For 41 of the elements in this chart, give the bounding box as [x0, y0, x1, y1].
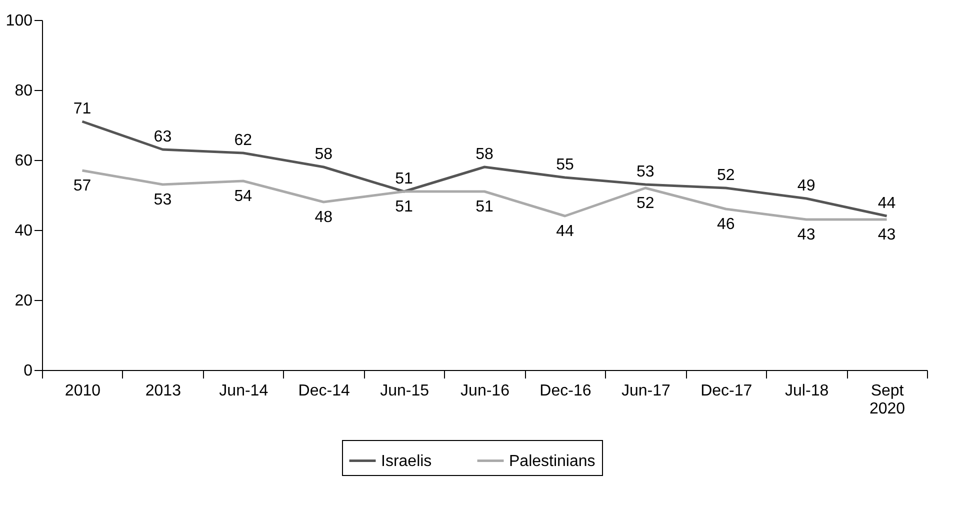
data-label: 53 — [154, 192, 172, 208]
data-label: 63 — [154, 128, 172, 146]
x-tick-label: Jul-18 — [785, 382, 829, 400]
y-tick-label: 80 — [14, 82, 33, 100]
x-tick-label: Dec-14 — [298, 382, 350, 400]
x-tick-label: Dec-16 — [540, 382, 592, 400]
x-tick-label: Jun-16 — [460, 382, 510, 400]
legend-label: Palestinians — [509, 452, 596, 470]
data-label: 44 — [556, 223, 574, 240]
data-label: 43 — [878, 226, 896, 244]
data-label: 57 — [73, 178, 92, 194]
data-label: 48 — [314, 209, 333, 226]
y-tick-label: 60 — [14, 152, 33, 170]
x-tick-label: 2013 — [145, 382, 182, 400]
x-tick-label: Jun-14 — [219, 382, 268, 400]
y-tick-label: 0 — [24, 362, 33, 380]
data-label: 53 — [636, 164, 654, 180]
data-label: 51 — [476, 198, 494, 216]
data-label: 71 — [73, 100, 92, 118]
x-tick-label: Dec-17 — [700, 382, 752, 400]
data-label: 54 — [234, 188, 252, 205]
x-tick-label: Jun-17 — [621, 382, 670, 400]
x-tick-label: 2010 — [64, 382, 101, 400]
data-label: 43 — [797, 226, 816, 244]
data-label: 46 — [716, 216, 735, 233]
data-label: 52 — [716, 167, 735, 184]
y-tick-label: 100 — [6, 12, 33, 30]
data-label: 51 — [395, 170, 414, 188]
data-label: 52 — [636, 195, 654, 212]
data-label: 51 — [395, 198, 414, 216]
data-label: 49 — [797, 178, 816, 194]
data-label: 55 — [556, 156, 574, 174]
data-label: 62 — [234, 132, 252, 149]
x-tick-label: Sept 2020 — [869, 382, 906, 418]
legend-label: Israelis — [381, 452, 432, 470]
y-tick-label: 20 — [14, 292, 33, 310]
data-label: 58 — [476, 146, 494, 163]
x-tick-label: Jun-15 — [380, 382, 430, 400]
data-label: 58 — [314, 146, 333, 163]
data-label: 44 — [878, 195, 896, 212]
y-tick-label: 40 — [14, 222, 33, 240]
